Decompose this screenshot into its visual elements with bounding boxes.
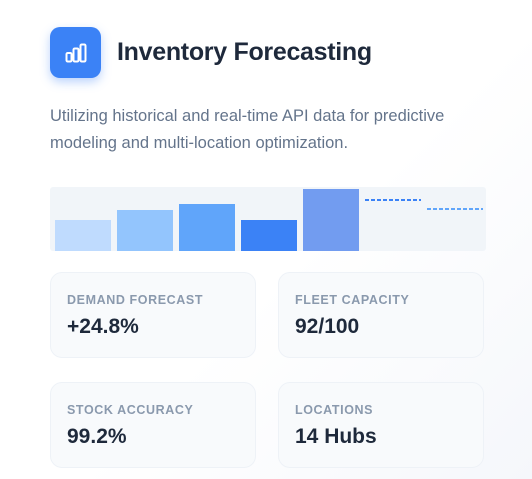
metric-label: DEMAND FORECAST bbox=[67, 293, 204, 307]
metric-value: 14 Hubs bbox=[295, 425, 377, 448]
metric-value: 99.2% bbox=[67, 425, 127, 448]
metric-label: STOCK ACCURACY bbox=[67, 403, 194, 417]
chart-bar bbox=[55, 220, 111, 251]
bar-chart-icon bbox=[50, 27, 101, 78]
description-text: Utilizing historical and real-time API d… bbox=[50, 107, 445, 152]
bar-chart-icon-glyph bbox=[65, 43, 86, 62]
chart-bar bbox=[303, 189, 359, 251]
forecast-chart bbox=[50, 187, 486, 251]
metric-value: 92/100 bbox=[295, 315, 360, 338]
metric-label: LOCATIONS bbox=[295, 403, 374, 417]
metric-card-locations: LOCATIONS 14 Hubs bbox=[278, 382, 484, 468]
chart-bar bbox=[241, 220, 297, 251]
chart-bar bbox=[117, 210, 173, 251]
metric-card-demand-forecast: DEMAND FORECAST +24.8% bbox=[50, 272, 256, 358]
metric-card-stock-accuracy: STOCK ACCURACY 99.2% bbox=[50, 382, 256, 468]
metric-card-fleet-capacity: FLEET CAPACITY 92/100 bbox=[278, 272, 484, 358]
forecast-chart-svg bbox=[55, 189, 483, 251]
metric-label: FLEET CAPACITY bbox=[295, 293, 410, 307]
metric-value: +24.8% bbox=[67, 315, 139, 338]
page-title: Inventory Forecasting bbox=[117, 38, 372, 66]
chart-bar bbox=[179, 204, 235, 251]
